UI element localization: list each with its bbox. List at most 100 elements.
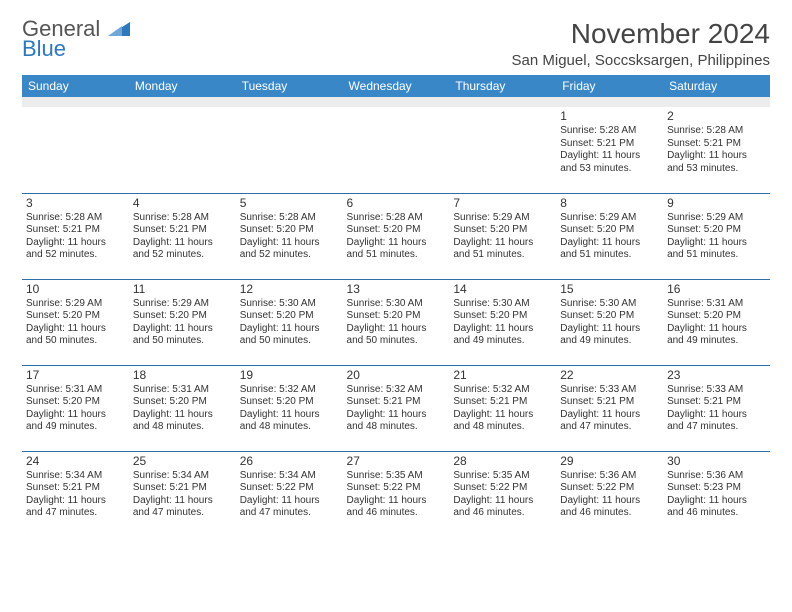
calendar-empty-cell <box>343 107 450 193</box>
page-header: General Blue November 2024 San Miguel, S… <box>22 18 770 69</box>
calendar-day-cell: 28Sunrise: 5:35 AMSunset: 5:22 PMDayligh… <box>449 451 556 537</box>
calendar-week-row: 10Sunrise: 5:29 AMSunset: 5:20 PMDayligh… <box>22 279 770 365</box>
daylight-text: Daylight: 11 hours <box>133 323 232 336</box>
location-subtitle: San Miguel, Soccsksargen, Philippines <box>512 52 770 69</box>
sunset-text: Sunset: 5:23 PM <box>667 482 766 495</box>
sunset-text: Sunset: 5:20 PM <box>560 224 659 237</box>
weekday-header: Wednesday <box>343 75 450 97</box>
calendar-day-cell: 18Sunrise: 5:31 AMSunset: 5:20 PMDayligh… <box>129 365 236 451</box>
daylight-text: and 50 minutes. <box>26 335 125 348</box>
sunset-text: Sunset: 5:21 PM <box>453 396 552 409</box>
calendar-day-cell: 5Sunrise: 5:28 AMSunset: 5:20 PMDaylight… <box>236 193 343 279</box>
day-number: 12 <box>240 282 339 297</box>
sunset-text: Sunset: 5:20 PM <box>26 310 125 323</box>
daylight-text: Daylight: 11 hours <box>560 495 659 508</box>
daylight-text: and 51 minutes. <box>347 249 446 262</box>
daylight-text: Daylight: 11 hours <box>453 237 552 250</box>
sunset-text: Sunset: 5:21 PM <box>26 482 125 495</box>
day-number: 14 <box>453 282 552 297</box>
sunset-text: Sunset: 5:20 PM <box>347 224 446 237</box>
brand-logo: General Blue <box>22 18 130 60</box>
daylight-text: Daylight: 11 hours <box>347 323 446 336</box>
daylight-text: and 48 minutes. <box>240 421 339 434</box>
calendar-day-cell: 30Sunrise: 5:36 AMSunset: 5:23 PMDayligh… <box>663 451 770 537</box>
calendar-week-row: 17Sunrise: 5:31 AMSunset: 5:20 PMDayligh… <box>22 365 770 451</box>
calendar-day-cell: 10Sunrise: 5:29 AMSunset: 5:20 PMDayligh… <box>22 279 129 365</box>
sunrise-text: Sunrise: 5:33 AM <box>667 384 766 397</box>
sunrise-text: Sunrise: 5:29 AM <box>667 212 766 225</box>
daylight-text: Daylight: 11 hours <box>133 237 232 250</box>
sunrise-text: Sunrise: 5:31 AM <box>133 384 232 397</box>
sunrise-text: Sunrise: 5:29 AM <box>453 212 552 225</box>
daylight-text: Daylight: 11 hours <box>26 237 125 250</box>
daylight-text: Daylight: 11 hours <box>133 495 232 508</box>
sunrise-text: Sunrise: 5:29 AM <box>26 298 125 311</box>
day-number: 1 <box>560 109 659 124</box>
calendar-day-cell: 23Sunrise: 5:33 AMSunset: 5:21 PMDayligh… <box>663 365 770 451</box>
sunset-text: Sunset: 5:22 PM <box>560 482 659 495</box>
sunrise-text: Sunrise: 5:30 AM <box>560 298 659 311</box>
sunrise-text: Sunrise: 5:28 AM <box>667 125 766 138</box>
calendar-day-cell: 27Sunrise: 5:35 AMSunset: 5:22 PMDayligh… <box>343 451 450 537</box>
sunset-text: Sunset: 5:20 PM <box>240 310 339 323</box>
daylight-text: Daylight: 11 hours <box>26 409 125 422</box>
sunrise-text: Sunrise: 5:31 AM <box>667 298 766 311</box>
weekday-header: Tuesday <box>236 75 343 97</box>
sunset-text: Sunset: 5:20 PM <box>133 310 232 323</box>
daylight-text: and 52 minutes. <box>26 249 125 262</box>
daylight-text: and 47 minutes. <box>133 507 232 520</box>
daylight-text: Daylight: 11 hours <box>133 409 232 422</box>
daylight-text: and 47 minutes. <box>560 421 659 434</box>
sunrise-text: Sunrise: 5:30 AM <box>453 298 552 311</box>
daylight-text: and 49 minutes. <box>560 335 659 348</box>
brand-text: General Blue <box>22 18 130 60</box>
sunset-text: Sunset: 5:22 PM <box>347 482 446 495</box>
daylight-text: Daylight: 11 hours <box>560 150 659 163</box>
day-number: 19 <box>240 368 339 383</box>
daylight-text: Daylight: 11 hours <box>240 495 339 508</box>
daylight-text: and 48 minutes. <box>133 421 232 434</box>
calendar-header-row: SundayMondayTuesdayWednesdayThursdayFrid… <box>22 75 770 97</box>
sunrise-text: Sunrise: 5:36 AM <box>667 470 766 483</box>
sunset-text: Sunset: 5:20 PM <box>667 224 766 237</box>
sunrise-text: Sunrise: 5:28 AM <box>560 125 659 138</box>
calendar-day-cell: 7Sunrise: 5:29 AMSunset: 5:20 PMDaylight… <box>449 193 556 279</box>
calendar-empty-cell <box>22 107 129 193</box>
day-number: 27 <box>347 454 446 469</box>
daylight-text: and 48 minutes. <box>347 421 446 434</box>
daylight-text: and 46 minutes. <box>453 507 552 520</box>
calendar-day-cell: 13Sunrise: 5:30 AMSunset: 5:20 PMDayligh… <box>343 279 450 365</box>
calendar-table: SundayMondayTuesdayWednesdayThursdayFrid… <box>22 75 770 537</box>
sunrise-text: Sunrise: 5:29 AM <box>560 212 659 225</box>
day-number: 10 <box>26 282 125 297</box>
sunset-text: Sunset: 5:20 PM <box>240 224 339 237</box>
calendar-week-row: 1Sunrise: 5:28 AMSunset: 5:21 PMDaylight… <box>22 107 770 193</box>
calendar-day-cell: 19Sunrise: 5:32 AMSunset: 5:20 PMDayligh… <box>236 365 343 451</box>
daylight-text: Daylight: 11 hours <box>560 237 659 250</box>
daylight-text: Daylight: 11 hours <box>453 495 552 508</box>
daylight-text: and 50 minutes. <box>133 335 232 348</box>
sunrise-text: Sunrise: 5:35 AM <box>347 470 446 483</box>
day-number: 6 <box>347 196 446 211</box>
calendar-day-cell: 4Sunrise: 5:28 AMSunset: 5:21 PMDaylight… <box>129 193 236 279</box>
calendar-day-cell: 6Sunrise: 5:28 AMSunset: 5:20 PMDaylight… <box>343 193 450 279</box>
daylight-text: Daylight: 11 hours <box>347 409 446 422</box>
calendar-empty-cell <box>449 107 556 193</box>
daylight-text: Daylight: 11 hours <box>453 409 552 422</box>
daylight-text: and 50 minutes. <box>347 335 446 348</box>
calendar-day-cell: 2Sunrise: 5:28 AMSunset: 5:21 PMDaylight… <box>663 107 770 193</box>
calendar-day-cell: 12Sunrise: 5:30 AMSunset: 5:20 PMDayligh… <box>236 279 343 365</box>
daylight-text: and 49 minutes. <box>453 335 552 348</box>
day-number: 9 <box>667 196 766 211</box>
sunset-text: Sunset: 5:20 PM <box>347 310 446 323</box>
sunrise-text: Sunrise: 5:28 AM <box>347 212 446 225</box>
calendar-empty-cell <box>236 107 343 193</box>
daylight-text: Daylight: 11 hours <box>560 323 659 336</box>
daylight-text: Daylight: 11 hours <box>667 150 766 163</box>
calendar-empty-cell <box>129 107 236 193</box>
daylight-text: and 47 minutes. <box>667 421 766 434</box>
day-number: 22 <box>560 368 659 383</box>
sunset-text: Sunset: 5:21 PM <box>347 396 446 409</box>
sunset-text: Sunset: 5:20 PM <box>26 396 125 409</box>
sunrise-text: Sunrise: 5:28 AM <box>240 212 339 225</box>
